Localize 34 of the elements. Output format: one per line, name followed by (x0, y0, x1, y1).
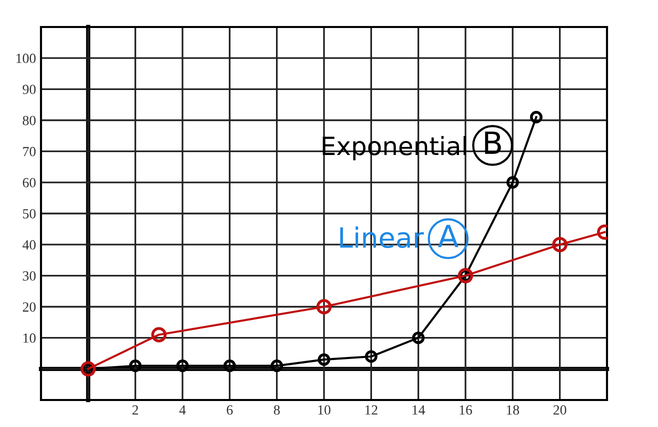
y-tick-label: 20 (22, 302, 36, 312)
y-tick-label: 70 (23, 146, 36, 156)
y-tick-label: 10 (23, 333, 36, 343)
y-tick-label: 100 (16, 54, 36, 64)
point (318, 353, 330, 366)
point (364, 350, 378, 363)
point (270, 360, 284, 372)
point (129, 360, 142, 372)
point (176, 360, 189, 372)
point (223, 360, 236, 372)
x-tick-label: 16 (460, 405, 472, 415)
x-tick-label: 4 (179, 405, 186, 414)
y-tick-label: 40 (22, 240, 36, 250)
point (552, 236, 568, 252)
point (151, 327, 167, 342)
y-tick-label: 90 (22, 84, 36, 94)
x-tick-label: 18 (506, 405, 520, 415)
annotation: A (438, 224, 458, 248)
y-tick-label: 60 (22, 178, 36, 188)
point (506, 176, 519, 189)
point (412, 332, 425, 344)
x-tick-label: 12 (365, 405, 378, 414)
x-tick-label: 20 (554, 405, 566, 415)
point (316, 299, 332, 314)
y-tick-label: 80 (22, 116, 36, 126)
annotation: B (485, 132, 501, 154)
x-tick-label: 6 (226, 405, 233, 415)
x-tick-label: 10 (318, 405, 330, 415)
x-tick-label: 2 (132, 405, 138, 414)
point (530, 110, 542, 124)
x-tick-label: 14 (412, 405, 426, 414)
y-tick-label: 30 (22, 271, 36, 281)
x-tick-label: 8 (274, 405, 280, 415)
y-tick-label: 50 (23, 209, 36, 218)
